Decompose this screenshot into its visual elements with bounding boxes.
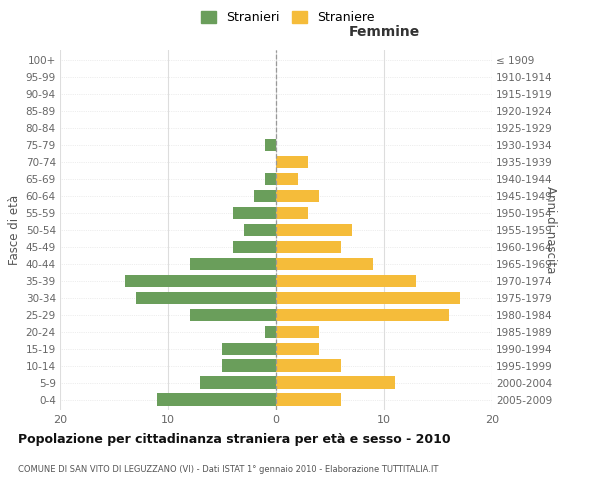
Bar — [276, 308, 449, 322]
Bar — [276, 376, 395, 389]
Bar — [276, 156, 308, 168]
Bar — [233, 206, 276, 220]
Bar — [190, 258, 276, 270]
Bar — [276, 224, 352, 236]
Bar — [276, 206, 308, 220]
Bar — [200, 376, 276, 389]
Bar — [222, 342, 276, 355]
Text: Femmine: Femmine — [349, 25, 419, 39]
Bar — [276, 394, 341, 406]
Y-axis label: Anni di nascita: Anni di nascita — [544, 186, 557, 274]
Bar — [125, 274, 276, 287]
Bar — [276, 342, 319, 355]
Bar — [244, 224, 276, 236]
Bar — [276, 274, 416, 287]
Legend: Stranieri, Straniere: Stranieri, Straniere — [201, 11, 375, 24]
Bar — [276, 292, 460, 304]
Bar — [233, 240, 276, 254]
Bar — [265, 138, 276, 151]
Bar — [190, 308, 276, 322]
Text: Popolazione per cittadinanza straniera per età e sesso - 2010: Popolazione per cittadinanza straniera p… — [18, 432, 451, 446]
Text: COMUNE DI SAN VITO DI LEGUZZANO (VI) - Dati ISTAT 1° gennaio 2010 - Elaborazione: COMUNE DI SAN VITO DI LEGUZZANO (VI) - D… — [18, 466, 439, 474]
Bar — [136, 292, 276, 304]
Bar — [276, 258, 373, 270]
Bar — [276, 172, 298, 186]
Y-axis label: Fasce di età: Fasce di età — [8, 195, 22, 265]
Bar — [276, 360, 341, 372]
Bar — [265, 326, 276, 338]
Bar — [254, 190, 276, 202]
Bar — [265, 172, 276, 186]
Bar — [276, 326, 319, 338]
Bar — [276, 240, 341, 254]
Bar — [157, 394, 276, 406]
Bar — [276, 190, 319, 202]
Bar — [222, 360, 276, 372]
